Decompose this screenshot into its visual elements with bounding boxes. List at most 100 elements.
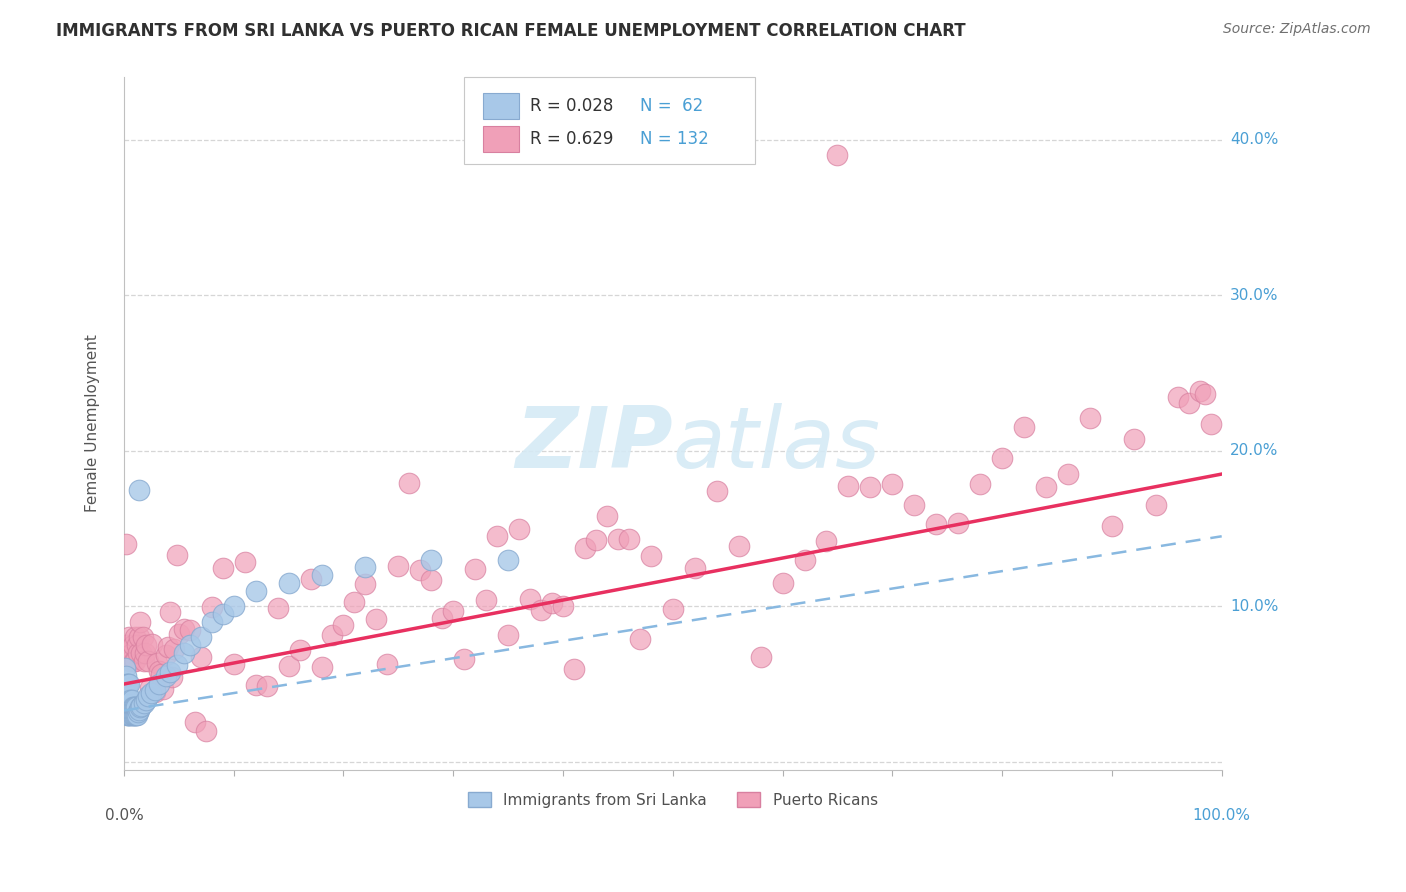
- Point: [134, 646, 156, 660]
- Text: 40.0%: 40.0%: [1230, 132, 1278, 147]
- Point: [486, 529, 509, 543]
- Point: [288, 643, 311, 657]
- Point: [160, 670, 183, 684]
- Point: [139, 681, 162, 695]
- Point: [131, 698, 153, 713]
- Point: [1144, 498, 1167, 512]
- Point: [115, 638, 138, 652]
- Point: [420, 573, 443, 587]
- Point: [190, 650, 212, 665]
- Point: [118, 677, 141, 691]
- Point: [837, 479, 859, 493]
- Point: [475, 593, 498, 607]
- Point: [114, 685, 136, 699]
- Point: [311, 659, 333, 673]
- Point: [245, 678, 267, 692]
- Point: [311, 568, 333, 582]
- Point: [122, 700, 145, 714]
- Point: [143, 683, 166, 698]
- Point: [129, 700, 152, 714]
- Point: [190, 631, 212, 645]
- Point: [129, 615, 152, 629]
- Point: [606, 532, 628, 546]
- Point: [148, 677, 170, 691]
- Point: [166, 658, 188, 673]
- Point: [117, 708, 139, 723]
- Point: [903, 498, 925, 512]
- Point: [266, 601, 288, 615]
- Point: [245, 583, 267, 598]
- Point: [127, 646, 149, 660]
- Point: [117, 700, 139, 714]
- Point: [222, 599, 245, 614]
- Point: [159, 605, 181, 619]
- Point: [882, 476, 904, 491]
- Point: [1167, 390, 1189, 404]
- Point: [121, 700, 143, 714]
- Point: [256, 679, 278, 693]
- Point: [115, 692, 138, 706]
- Point: [530, 603, 553, 617]
- Point: [628, 632, 651, 646]
- Point: [184, 714, 207, 729]
- Point: [118, 708, 141, 723]
- Text: ZIP: ZIP: [515, 403, 673, 486]
- Point: [749, 650, 772, 665]
- Point: [948, 516, 970, 530]
- Point: [141, 686, 163, 700]
- Point: [146, 656, 169, 670]
- Text: 30.0%: 30.0%: [1230, 288, 1278, 302]
- Point: [143, 685, 166, 699]
- Point: [1035, 480, 1057, 494]
- Point: [1101, 519, 1123, 533]
- Point: [121, 700, 143, 714]
- Text: R = 0.629: R = 0.629: [530, 130, 613, 148]
- Text: IMMIGRANTS FROM SRI LANKA VS PUERTO RICAN FEMALE UNEMPLOYMENT CORRELATION CHART: IMMIGRANTS FROM SRI LANKA VS PUERTO RICA…: [56, 22, 966, 40]
- Point: [233, 555, 256, 569]
- Point: [141, 637, 163, 651]
- Point: [827, 148, 849, 162]
- Point: [195, 723, 218, 738]
- Text: R = 0.028: R = 0.028: [530, 97, 613, 115]
- Point: [574, 541, 596, 555]
- Point: [432, 611, 454, 625]
- Point: [114, 692, 136, 706]
- Legend: Immigrants from Sri Lanka, Puerto Ricans: Immigrants from Sri Lanka, Puerto Ricans: [461, 786, 884, 814]
- Point: [114, 677, 136, 691]
- Point: [121, 646, 143, 660]
- Point: [299, 572, 322, 586]
- Point: [201, 615, 224, 629]
- Point: [772, 576, 794, 591]
- Point: [541, 596, 564, 610]
- Point: [354, 577, 377, 591]
- Point: [115, 700, 138, 714]
- Point: [441, 604, 464, 618]
- Point: [132, 654, 155, 668]
- Point: [124, 654, 146, 668]
- Point: [115, 692, 138, 706]
- Point: [135, 638, 157, 652]
- Point: [122, 708, 145, 723]
- Point: [1012, 420, 1035, 434]
- Point: [464, 562, 486, 576]
- Point: [211, 561, 233, 575]
- Point: [115, 537, 138, 551]
- Point: [128, 483, 150, 497]
- Point: [1057, 467, 1080, 481]
- Point: [159, 665, 181, 679]
- Point: [1194, 387, 1216, 401]
- Point: [793, 553, 815, 567]
- Point: [969, 477, 991, 491]
- Point: [398, 475, 420, 490]
- FancyBboxPatch shape: [464, 78, 755, 164]
- Point: [118, 692, 141, 706]
- Point: [120, 708, 142, 723]
- Point: [115, 677, 138, 691]
- Point: [121, 638, 143, 652]
- Point: [683, 560, 706, 574]
- Point: [124, 700, 146, 714]
- Point: [222, 657, 245, 671]
- Point: [124, 708, 146, 723]
- Point: [496, 628, 519, 642]
- Point: [117, 677, 139, 691]
